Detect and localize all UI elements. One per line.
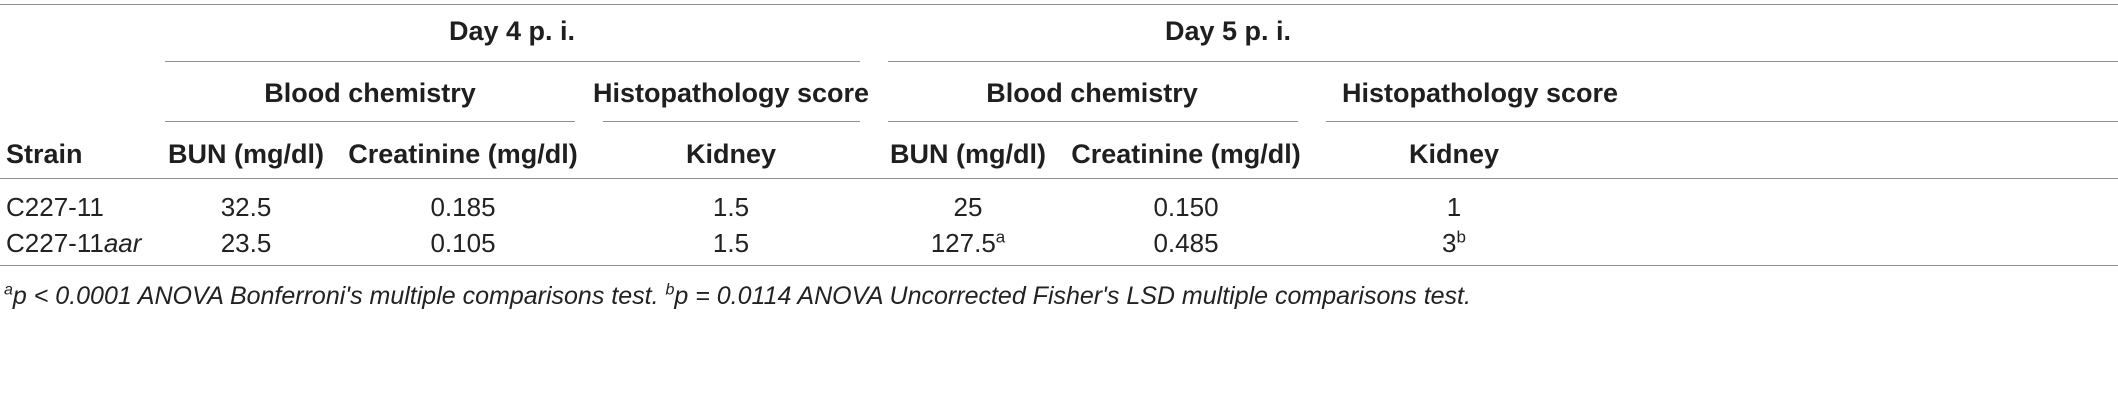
col-header-strain: Strain (6, 139, 83, 169)
table-cell-day4-creatinine: 0.185 (430, 192, 496, 222)
table-top-rule (0, 4, 2118, 5)
table-cell-day5-bun: 25 (953, 192, 983, 222)
subheader-day5-histopathology: Histopathology score (1342, 78, 1619, 108)
table-cell-day5-kidney: 1 (1446, 192, 1462, 222)
day4-histo-rule (603, 121, 860, 122)
day5-group-rule (888, 61, 2118, 62)
subheader-day5-blood-chemistry: Blood chemistry (986, 78, 1198, 108)
col-header-day5-bun: BUN (mg/dl) (890, 139, 1046, 169)
table-row-strain: C227-11aar (6, 228, 142, 258)
subheader-day4-histopathology: Histopathology score (592, 78, 870, 108)
table-cell-day5-kidney: 3b (1442, 227, 1466, 258)
group-header-day5: Day 5 p. i. (1164, 16, 1292, 46)
group-header-day4: Day 4 p. i. (448, 16, 576, 46)
table-cell-day4-bun: 23.5 (220, 228, 272, 258)
header-bottom-rule (0, 178, 2118, 179)
table-row-strain: C227-11 (6, 192, 104, 222)
table-cell-day4-bun: 32.5 (220, 192, 272, 222)
day4-group-rule (165, 61, 860, 62)
col-header-day4-bun: BUN (mg/dl) (168, 139, 324, 169)
table-cell-day5-bun: 127.5a (930, 227, 1006, 258)
table-cell-day4-kidney: 1.5 (712, 228, 750, 258)
col-header-day4-creatinine: Creatinine (mg/dl) (348, 139, 578, 169)
day5-histo-rule (1326, 121, 2118, 122)
col-header-day5-kidney: Kidney (1408, 139, 1500, 169)
day4-blood-chem-rule (165, 121, 575, 122)
col-header-day5-creatinine: Creatinine (mg/dl) (1071, 139, 1301, 169)
table-footnote: ap < 0.0001 ANOVA Bonferroni's multiple … (4, 282, 1471, 311)
table-cell-day5-creatinine: 0.485 (1153, 228, 1219, 258)
table-cell-day4-creatinine: 0.105 (430, 228, 496, 258)
footnote-b-text: p = 0.0114 ANOVA Uncorrected Fisher's LS… (674, 282, 1471, 310)
footnote-b-marker: b (665, 281, 675, 299)
table-cell-day4-kidney: 1.5 (712, 192, 750, 222)
col-header-day4-kidney: Kidney (685, 139, 777, 169)
day5-blood-chem-rule (888, 121, 1298, 122)
subheader-day4-blood-chemistry: Blood chemistry (264, 78, 476, 108)
table-cell-day5-creatinine: 0.150 (1153, 192, 1219, 222)
footnote-a-text: p < 0.0001 ANOVA Bonferroni's multiple c… (12, 282, 666, 310)
table-bottom-rule (0, 265, 2118, 266)
footnote-a-marker: a (4, 281, 13, 299)
